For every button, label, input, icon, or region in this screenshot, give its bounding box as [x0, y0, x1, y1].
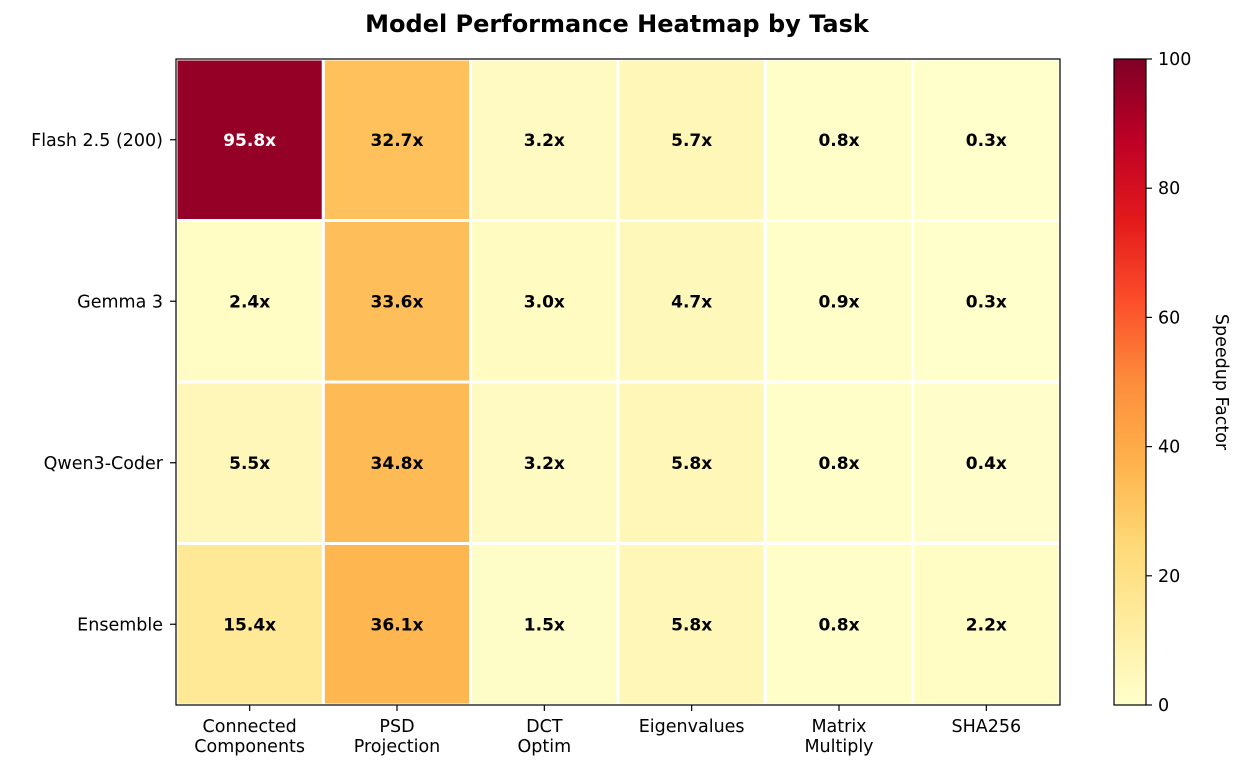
heatmap-cell [321, 57, 473, 222]
row-tick-label: Qwen3-Coder [44, 454, 164, 474]
cell-value-label: 4.7x [671, 292, 712, 312]
cell-value-label: 0.3x [966, 131, 1007, 151]
column-tick-label: PSD Projection [354, 717, 441, 757]
heatmap-cell [616, 219, 767, 384]
cell-value-label: 0.4x [966, 454, 1007, 474]
colorbar-tick-label: 100 [1158, 50, 1191, 70]
heatmap-cell-labels: 95.8x 32.7x 3.2x 5.7x 0.8x 0.3x 2.4x 33.6x 3.0x 4… [223, 131, 1007, 636]
row-tick-labels: Flash 2.5 (200) Gemma 3 Qwen3-Coder Ensembl… [31, 131, 176, 635]
colorbar-ticks: 0 20 40 60 80 100 [1146, 50, 1191, 716]
heatmap-cell [321, 219, 473, 384]
row-tick-label: Flash 2.5 (200) [31, 131, 163, 151]
chart-title: Model Performance Heatmap by Task [365, 10, 870, 38]
cell-value-label: 32.7x [371, 131, 424, 151]
cell-value-label: 5.5x [229, 454, 270, 474]
plot-frame [175, 58, 1061, 706]
column-tick-label: DCT Optim [518, 717, 572, 757]
colorbar-frame [1113, 58, 1147, 706]
column-tick-label: Matrix Multiply [804, 717, 873, 757]
colorbar-tick-label: 80 [1158, 179, 1180, 199]
cell-value-label: 0.8x [818, 454, 859, 474]
colorbar-gradient [1114, 59, 1146, 705]
heatmap-cell [763, 380, 915, 545]
cell-value-label: 33.6x [371, 292, 424, 312]
row-tick-label: Gemma 3 [77, 292, 163, 312]
row-tick-label: Ensemble [77, 615, 163, 635]
heatmap-cell [469, 542, 620, 707]
cell-value-label: 5.7x [671, 131, 712, 151]
cell-value-label: 15.4x [223, 615, 276, 635]
column-tick-label: SHA256 [952, 717, 1022, 737]
heatmap-cell [911, 57, 1062, 222]
heatmap-cell [763, 542, 915, 707]
heatmap-cell [321, 542, 473, 707]
heatmap-cell [911, 380, 1062, 545]
column-tick-labels: Connected Components PSD Projection DCT Optim… [194, 705, 1021, 757]
cell-value-label: 0.8x [818, 131, 859, 151]
cell-value-label: 1.5x [524, 615, 565, 635]
cell-value-label: 34.8x [371, 454, 424, 474]
cell-value-label: 95.8x [223, 131, 276, 151]
column-tick-label: Eigenvalues [639, 717, 745, 737]
cell-value-label: 5.8x [671, 615, 712, 635]
cell-value-label: 2.2x [966, 615, 1007, 635]
cell-value-label: 2.4x [229, 292, 270, 312]
cell-value-label: 3.2x [524, 131, 565, 151]
cell-value-label: 3.0x [524, 292, 565, 312]
colorbar-tick-label: 0 [1158, 696, 1169, 716]
heatmap-cell [174, 542, 325, 707]
colorbar-tick-label: 40 [1158, 438, 1180, 458]
heatmap-cell [616, 542, 767, 707]
column-tick-label: Connected Components [194, 717, 305, 757]
cell-value-label: 0.3x [966, 292, 1007, 312]
heatmap-cell [616, 380, 767, 545]
heatmap-cell [321, 380, 473, 545]
colorbar-tick-label: 60 [1158, 308, 1180, 328]
heatmap-cells [174, 57, 1062, 707]
cell-value-label: 0.8x [818, 615, 859, 635]
cell-value-label: 5.8x [671, 454, 712, 474]
heatmap-cell [174, 57, 325, 222]
colorbar: 0 20 40 60 80 100 Speedup Factor [1113, 50, 1231, 716]
colorbar-tick-label: 20 [1158, 567, 1180, 587]
cell-value-label: 36.1x [371, 615, 424, 635]
heatmap-cell [911, 219, 1062, 384]
cell-value-label: 3.2x [524, 454, 565, 474]
cell-value-label: 0.9x [818, 292, 859, 312]
colorbar-label: Speedup Factor [1211, 314, 1231, 451]
